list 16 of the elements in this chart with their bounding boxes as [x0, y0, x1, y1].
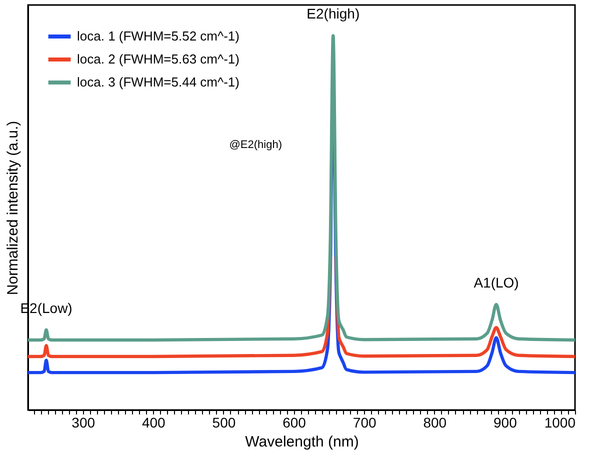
annotation: @E2(high): [229, 139, 282, 151]
x-tick-label: 500: [212, 414, 236, 430]
x-axis-title: Wavelength (nm): [245, 434, 359, 450]
x-tick-label: 1000: [544, 414, 576, 430]
x-tick-label: 800: [423, 414, 447, 430]
legend-label: loca. 3 (FWHM=5.44 cm^-1): [77, 74, 240, 90]
annotation: A1(LO): [474, 274, 519, 290]
annotation: E2(high): [306, 6, 360, 22]
x-tick-label: 400: [142, 414, 166, 430]
x-tick-label: 700: [352, 414, 376, 430]
legend-label: loca. 2 (FWHM=5.63 cm^-1): [77, 52, 240, 66]
x-tick-label: 600: [282, 414, 306, 430]
x-tick-label: 900: [494, 414, 518, 430]
legend-label: loca. 1 (FWHM=5.52 cm^-1): [77, 28, 240, 44]
y-axis-title: Normalized intensity (a.u.): [4, 120, 22, 296]
x-tick-label: 300: [72, 414, 96, 430]
